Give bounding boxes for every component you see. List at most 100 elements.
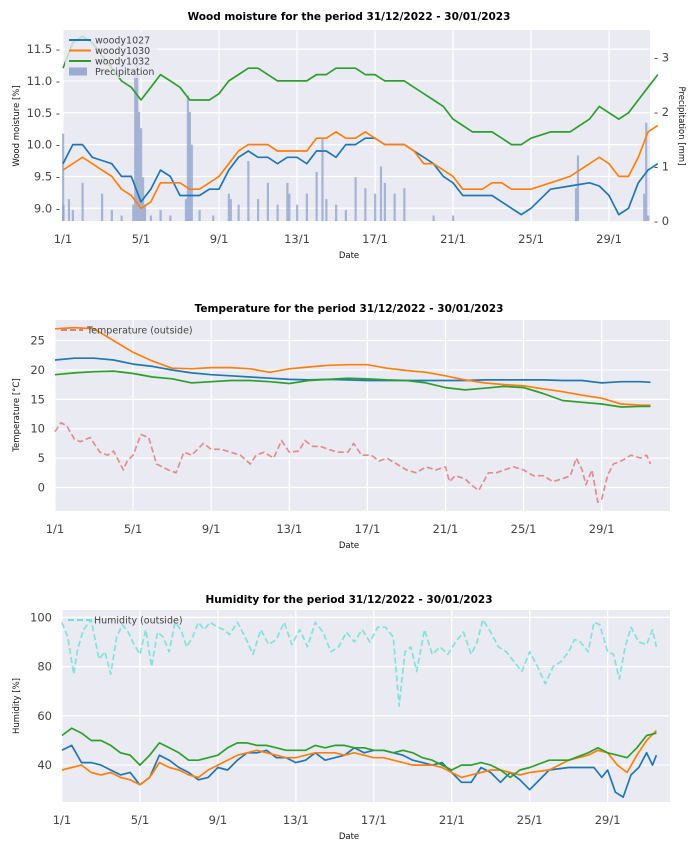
precipitation-bar xyxy=(140,128,143,221)
y-tick-label: 11.0 - xyxy=(27,74,60,88)
x-axis-ticks: 1/1 5/1 9/1 13/1 17/1 21/1 25/1 29/1 xyxy=(46,522,615,536)
precipitation-bar xyxy=(71,210,74,221)
series-line-woody1030 xyxy=(62,124,659,210)
chart-title: Humidity for the period 31/12/2022 - 30/… xyxy=(205,594,492,606)
x-tick-label: 17/1 xyxy=(362,232,388,246)
temperature-chart: Temperature for the period 31/12/2022 - … xyxy=(12,303,670,551)
legend-label: woody1027 xyxy=(95,36,150,47)
y-axis-ticks: 9.0 - 9.5 - 10.0 - 10.5 - 11.0 - 11.5 - xyxy=(27,42,60,215)
y2-axis-label: Precipitation [mm] xyxy=(676,86,686,165)
legend: Temperature (outside) xyxy=(61,326,193,337)
precipitation-bar xyxy=(237,204,240,221)
precipitation-bar xyxy=(576,155,580,221)
legend-label: Temperature (outside) xyxy=(86,326,193,337)
series-lines xyxy=(62,35,659,216)
x-tick-label: 17/1 xyxy=(354,522,380,536)
precipitation-bar xyxy=(383,182,386,221)
precipitation-bar xyxy=(374,193,377,221)
precipitation-bar xyxy=(198,210,201,221)
precipitation-bar xyxy=(647,215,650,221)
precipitation-bar xyxy=(286,182,289,221)
legend: Humidity (outside) xyxy=(68,616,183,627)
precipitation-bar xyxy=(305,193,308,221)
y-tick-label: 60 xyxy=(37,709,52,723)
series-line-woody1030 xyxy=(54,326,651,407)
series-lines xyxy=(54,326,652,504)
precipitation-bar xyxy=(574,188,578,221)
precipitation-bar xyxy=(296,204,299,221)
precipitation-bars xyxy=(62,51,650,222)
x-tick-label: 17/1 xyxy=(361,813,387,827)
x-tick-label: 5/1 xyxy=(132,232,151,246)
x-tick-label: 13/1 xyxy=(276,522,302,536)
x-axis-label: Date xyxy=(339,541,359,551)
precipitation-bar xyxy=(138,111,141,221)
y-tick-label: 15 xyxy=(30,392,45,406)
precipitation-bar xyxy=(227,193,230,221)
y-axis-label: Humidity [%] xyxy=(12,678,22,734)
precipitation-bar xyxy=(110,210,113,221)
series-line-woody1027 xyxy=(61,744,658,798)
plot-area xyxy=(55,320,670,511)
precipitation-bar xyxy=(452,215,455,221)
precipitation-bar xyxy=(276,204,279,221)
precipitation-bar xyxy=(186,95,190,221)
chart-title: Wood moisture for the period 31/12/2022 … xyxy=(188,11,511,23)
y-tick-label: 20 xyxy=(30,363,45,377)
legend-frame xyxy=(65,32,157,78)
precipitation-bar xyxy=(134,68,137,221)
precipitation-bar xyxy=(344,210,347,221)
series-line-humidity-outside xyxy=(61,618,658,707)
x-tick-label: 1/1 xyxy=(53,813,72,827)
precipitation-bar xyxy=(136,51,139,222)
precipitation-bar xyxy=(229,199,232,221)
precipitation-bar xyxy=(62,133,65,221)
precipitation-bar xyxy=(81,182,84,221)
humidity-chart: Humidity for the period 31/12/2022 - 30/… xyxy=(12,594,670,842)
precipitation-bar xyxy=(266,182,269,221)
plot-area xyxy=(62,610,670,802)
x-tick-label: 21/1 xyxy=(433,522,459,536)
y-tick-label: 100 xyxy=(30,610,52,624)
x-tick-label: 1/1 xyxy=(54,232,73,246)
y-axis-label: Temperature [°C] xyxy=(12,378,22,452)
y2-tick-label: - 1 xyxy=(654,159,669,173)
precipitation-bar xyxy=(321,139,324,221)
precipitation-bar xyxy=(288,193,291,221)
precipitation-bar xyxy=(315,171,318,221)
series-line-woody1032 xyxy=(61,727,657,779)
x-tick-label: 1/1 xyxy=(46,522,65,536)
y2-tick-label: - 2 xyxy=(654,105,669,119)
precipitation-bar xyxy=(184,199,188,221)
y-axis-label: Wood moisture [%] xyxy=(12,85,22,166)
y-axis-ticks: 40 60 80 100 xyxy=(30,610,52,772)
x-tick-label: 29/1 xyxy=(589,522,615,536)
series-line-woody1030 xyxy=(61,730,658,786)
precipitation-bar xyxy=(247,160,250,221)
series-line-woody1032 xyxy=(54,370,651,408)
precipitation-bar xyxy=(212,215,215,221)
x-tick-label: 29/1 xyxy=(596,232,622,246)
y-tick-label: 9.5 - xyxy=(34,169,60,183)
series-line-temperature-outside xyxy=(54,421,652,504)
precipitation-bar xyxy=(643,193,646,221)
y-axis-ticks: 0 5 10 15 20 25 xyxy=(30,334,45,495)
y-tick-label: 11.5 - xyxy=(27,42,60,56)
series-line-woody1027 xyxy=(62,137,659,216)
precipitation-bar xyxy=(190,144,193,221)
x-axis-label: Date xyxy=(339,251,359,261)
chart-title: Temperature for the period 31/12/2022 - … xyxy=(195,303,504,315)
legend-swatch xyxy=(69,67,87,76)
x-tick-label: 9/1 xyxy=(209,813,228,827)
x-tick-label: 5/1 xyxy=(124,522,143,536)
precipitation-bar xyxy=(159,210,162,221)
y2-axis-ticks: - 0 - 1 - 2 - 3 xyxy=(654,50,669,228)
legend-label: Precipitation xyxy=(95,67,154,78)
precipitation-bar xyxy=(354,177,357,221)
series-lines xyxy=(61,618,658,798)
precipitation-bar xyxy=(379,166,383,221)
x-tick-label: 25/1 xyxy=(518,232,544,246)
precipitation-bar xyxy=(149,215,152,221)
precipitation-bar xyxy=(143,204,147,221)
